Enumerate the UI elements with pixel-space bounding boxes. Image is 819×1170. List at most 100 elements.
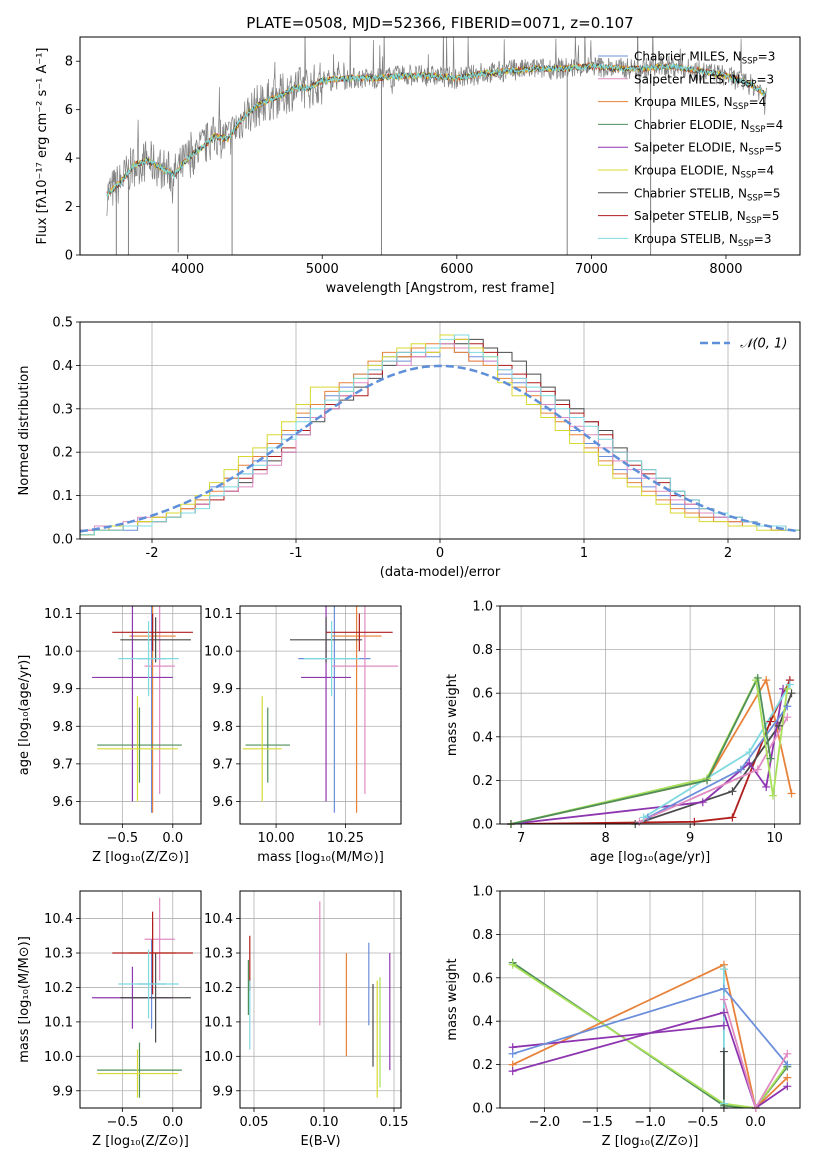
legend-sub: SSP [750,125,766,135]
x-tick-label: 0.15 [380,1115,409,1130]
mass-weight-marker [753,673,762,682]
x-tick-label: -1 [290,546,303,561]
legend-sub: SSP [746,216,762,226]
mass-weight-marker [719,965,728,974]
axes-frame [79,36,801,256]
y-tick-label: 1.0 [472,600,493,615]
mass-weight-marker [719,995,728,1004]
normal-curve [80,364,800,533]
axes-mass_vs_Z: −0.5 0.0 9.9 10.0 10.1 10.2 10.3 10.4 Z [log₁₀(Z… [17,890,202,1149]
x-tick-label: −1.0 [634,1115,666,1130]
x-tick-label: -2 [146,546,159,561]
y-tick-label: 9.6 [52,795,73,810]
axes-frame [239,890,402,1109]
y-tick-label: 10.0 [204,645,233,660]
axes-residual_histogram: -2 -1 0 1 2 0.0 0.1 0.2 0.3 0.4 0.5 (data-model)/er… [17,316,801,580]
x-tick-label: 0.10 [310,1115,339,1130]
axes-frame [79,890,202,1109]
mass-weight-marker [508,1067,517,1076]
plot-area [500,891,800,1108]
plot-area [80,891,201,1108]
mass-weight-marker [774,721,783,730]
x-tick-label: 6000 [440,262,473,277]
legend-tail: =3 [758,50,776,64]
mass-weight-marker [508,960,517,969]
figure-title: PLATE=0508, MJD=52366, FIBERID=0071, z=0… [246,14,633,32]
x-axis-label: E(B-V) [300,1134,340,1149]
mass-weight-marker [787,789,796,798]
y-tick-label: 0 [65,249,73,264]
y-axis-label: mass weight [445,674,460,756]
x-axis-label: Z [log₁₀(Z/Z⊙)] [92,850,189,865]
legend-entry: Chabrier STELIB, NSSP=5 [634,186,781,203]
y-tick-label: 9.9 [212,1084,233,1099]
legend-entry: Salpeter MILES, NSSP=3 [634,72,774,89]
axes-age_vs_mass: 10.00 10.25 9.6 9.7 9.8 9.9 10.0 10.1 mass [log₁… [204,605,402,865]
legend-tail: =4 [749,95,767,109]
plot-area [80,322,800,539]
mass-weight-marker [762,782,771,791]
mass-weight-marker [745,748,754,757]
mass-weight-marker [783,1049,792,1058]
mass-weight-marker [719,1047,728,1056]
mass-weight-marker [783,1073,792,1082]
y-tick-label: 0.0 [472,1102,493,1117]
plot-area [240,606,401,824]
legend-tail: =5 [764,141,782,155]
y-tick-label: 10.4 [44,912,73,927]
x-tick-label: 8000 [709,262,742,277]
axes-frame [239,605,402,825]
mass-weight-marker [783,684,792,693]
y-axis-label: age [log₁₀(age/yr)] [17,655,32,776]
y-axis-label: Normed distribution [17,366,32,496]
mass-weight-marker [783,1082,792,1091]
mass-weight-marker [753,765,762,774]
plot-area [106,37,767,255]
mass-weight-marker [635,817,644,826]
y-tick-label: 10.3 [44,947,73,962]
mass-weight-marker [787,689,796,698]
x-tick-label: 9 [686,831,694,846]
mass-weight-marker [698,798,707,807]
legend-tail: =5 [762,209,780,223]
legend-tail: =3 [756,72,774,86]
mass-weight-marker [508,1049,517,1058]
y-tick-label: 0.5 [52,316,73,331]
x-axis-label: (data-model)/error [380,565,501,580]
mass-weight-marker [766,754,775,763]
y-tick-label: 10.2 [204,981,233,996]
y-tick-label: 10.0 [204,1050,233,1065]
axes-mass_weight_vs_age: 7 8 9 10 0.0 0.2 0.4 0.6 0.8 1.0 age [log₁₀(age/yr… [445,600,801,865]
plot-area [240,891,401,1108]
y-tick-label: 8 [65,55,73,70]
y-tick-label: 10.0 [44,1050,73,1065]
x-tick-label: 0.0 [162,1115,183,1130]
legend-sub: SSP [742,57,758,67]
x-axis-label: wavelength [Angstrom, rest frame] [326,281,555,296]
y-tick-label: 9.8 [212,720,233,735]
plot-area [80,606,201,824]
y-tick-label: 9.9 [212,682,233,697]
y-axis-label: Flux [fλ10⁻¹⁷ erg cm⁻² s⁻¹ A⁻¹] [35,48,50,245]
mass-weight-marker [768,791,777,800]
x-axis-label: mass [log₁₀(M/M⊙)] [257,850,384,865]
legend-sub: SSP [733,102,749,112]
mass-weight-marker [785,680,794,689]
y-tick-label: 0.6 [472,687,493,702]
mass-weight-marker [728,787,737,796]
legend-tail: =3 [754,232,772,246]
x-tick-label: 0.0 [745,1115,766,1130]
y-tick-label: 0.4 [52,359,73,374]
axes-mass_vs_ebv: 0.05 0.10 0.15 9.9 10.0 10.1 10.2 10.3 10.4 E(B-V… [204,890,409,1149]
x-tick-label: 7 [517,831,525,846]
x-tick-label: 8 [601,831,609,846]
legend-entry: Salpeter STELIB, NSSP=5 [634,209,779,226]
y-axis-label: mass [log₁₀(M/M⊙)] [17,936,32,1063]
legend-entry: Chabrier MILES, NSSP=3 [634,50,775,67]
y-tick-label: 0.1 [52,489,73,504]
x-tick-label: 0.0 [162,831,183,846]
x-tick-label: 10 [766,831,783,846]
x-tick-label: 10.00 [257,831,294,846]
y-tick-label: 1.0 [472,885,493,900]
